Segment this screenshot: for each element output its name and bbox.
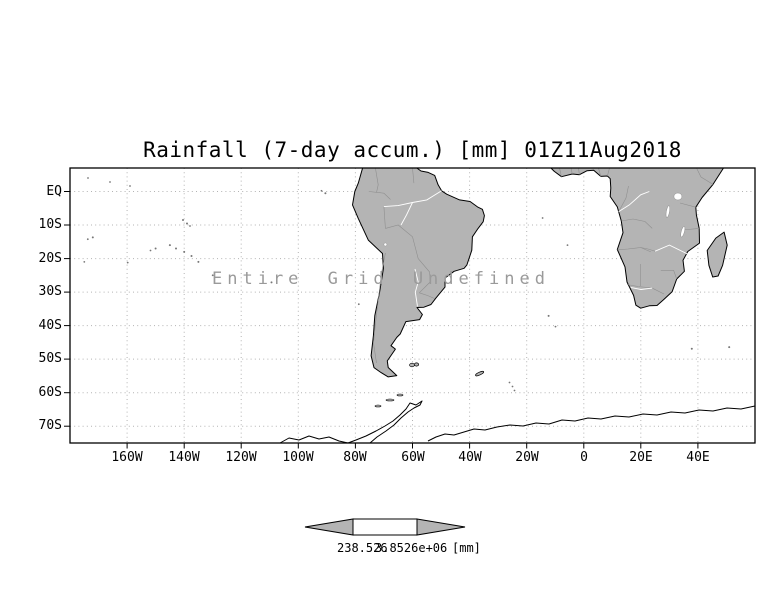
lon-tick-40w: 40W — [458, 450, 482, 465]
colorbar — [304, 518, 466, 536]
rivers — [383, 190, 688, 307]
west-antarctic-coast — [279, 435, 349, 444]
lon-tick-20w: 20W — [515, 450, 539, 465]
lake-titicaca — [383, 242, 388, 247]
lon-tick-120w: 120W — [225, 450, 257, 465]
africa-landmass — [550, 167, 724, 309]
colorbar-left-arrow — [304, 518, 354, 536]
grid-undefined-annotation: Entire Grid Undefined — [212, 269, 550, 289]
lat-tick-30s: 30S — [38, 284, 62, 299]
lat-tick-50s: 50S — [38, 351, 62, 366]
colorbar-min-label: 238.526 — [337, 541, 388, 555]
lon-tick-160w: 160W — [111, 450, 143, 465]
antarctica-coastlines — [279, 400, 756, 444]
axis-ticks — [64, 191, 699, 449]
madagascar-landmass — [706, 231, 728, 278]
lake-victoria — [673, 192, 683, 201]
lat-tick-eq: EQ — [46, 184, 62, 199]
map-plot-canvas — [64, 167, 756, 449]
colorbar-unit-label: [mm] — [452, 541, 481, 555]
congo-river — [618, 191, 650, 212]
lat-tick-10s: 10S — [38, 217, 62, 232]
gridlines — [70, 168, 755, 443]
falkland-islands — [409, 362, 415, 368]
lat-tick-40s: 40S — [38, 318, 62, 333]
lon-tick-20e: 20E — [629, 450, 653, 465]
lon-tick-0: 0 — [580, 450, 588, 465]
lon-tick-60w: 60W — [401, 450, 425, 465]
lon-tick-100w: 100W — [282, 450, 314, 465]
lakes — [383, 192, 686, 247]
lon-tick-140w: 140W — [168, 450, 200, 465]
lat-tick-60s: 60S — [38, 385, 62, 400]
madeira-river — [400, 202, 413, 226]
east-antarctic-coast — [427, 405, 756, 442]
lake-tanganyika — [665, 205, 671, 218]
south-shetland-islands — [396, 393, 404, 397]
lake-malawi — [680, 226, 686, 238]
falkland-islands — [413, 362, 420, 367]
south-shetland-islands — [374, 404, 382, 408]
antarctic-peninsula — [347, 400, 423, 444]
lon-tick-40e: 40E — [686, 450, 710, 465]
parana-river — [414, 268, 419, 307]
zambezi-river — [654, 244, 688, 255]
south-georgia-island — [475, 370, 485, 377]
orange-river — [630, 286, 653, 290]
colorbar-right-arrow — [416, 518, 466, 536]
colorbar-middle-cell — [352, 518, 418, 536]
south-shetland-islands — [385, 398, 395, 402]
plot-title: Rainfall (7-day accum.) [mm] 01Z11Aug201… — [143, 138, 682, 162]
lat-tick-20s: 20S — [38, 251, 62, 266]
lat-tick-70s: 70S — [38, 418, 62, 433]
country-borders — [368, 167, 714, 364]
island-dots — [83, 177, 731, 392]
colorbar-max-label: 3.8526e+06 — [375, 541, 448, 555]
lon-tick-80w: 80W — [343, 450, 367, 465]
